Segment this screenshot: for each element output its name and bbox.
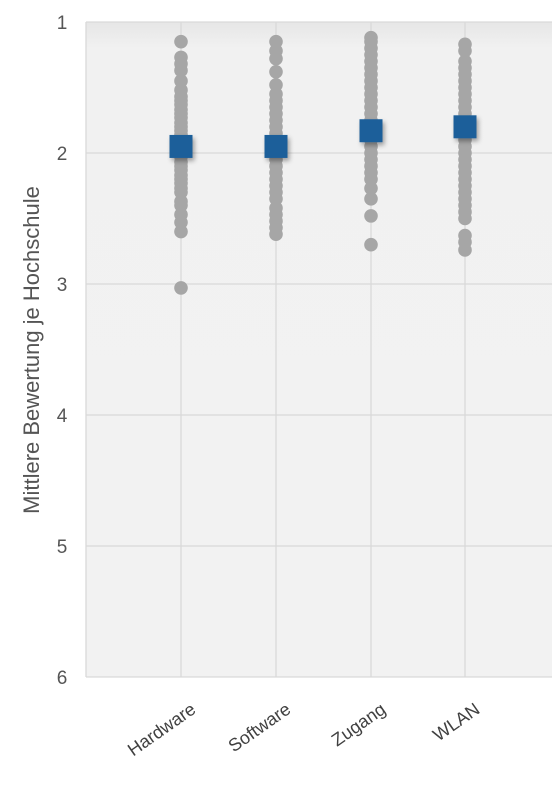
data-point (458, 211, 472, 226)
plot-area (86, 22, 552, 677)
data-point (364, 237, 378, 252)
mean-marker (453, 115, 477, 139)
data-point (269, 227, 283, 242)
y-tick-label: 6 (57, 668, 68, 689)
y-tick-label: 3 (57, 275, 68, 296)
data-point (364, 192, 378, 206)
mean-markers (169, 115, 477, 158)
data-point (174, 281, 188, 295)
mean-marker (169, 134, 193, 158)
data-point (174, 63, 188, 78)
data-point (174, 34, 188, 49)
y-tick-label: 5 (57, 537, 68, 558)
data-point (364, 181, 378, 196)
y-tick-label: 4 (57, 406, 68, 427)
data-point (269, 64, 283, 79)
data-point (458, 243, 472, 257)
y-tick-label: 2 (57, 144, 68, 165)
x-category-label: Zugang (328, 699, 389, 750)
data-point (269, 51, 283, 66)
x-category-label: WLAN (429, 699, 483, 745)
x-category-label: Software (225, 699, 295, 756)
x-axis-categories: Hardware Software Zugang WLAN (124, 699, 483, 760)
y-axis-title: Mittlere Bewertung je Hochschule (19, 186, 44, 514)
data-point (364, 209, 378, 223)
y-tick-label: 1 (57, 13, 68, 34)
y-axis-ticks: 1 2 3 4 5 6 (57, 13, 68, 689)
mean-marker (264, 134, 288, 158)
x-category-label: Hardware (124, 699, 199, 760)
data-point (458, 44, 472, 58)
mean-marker (359, 119, 383, 143)
data-point (174, 224, 188, 239)
